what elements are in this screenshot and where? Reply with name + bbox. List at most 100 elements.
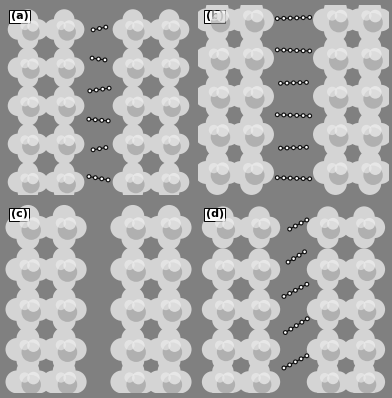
- Circle shape: [289, 114, 292, 117]
- Circle shape: [347, 8, 370, 31]
- Circle shape: [287, 226, 292, 232]
- Circle shape: [212, 227, 234, 248]
- Circle shape: [258, 373, 270, 384]
- Circle shape: [240, 74, 263, 97]
- Circle shape: [363, 127, 383, 147]
- Circle shape: [358, 375, 376, 394]
- Circle shape: [317, 328, 339, 350]
- Circle shape: [305, 219, 308, 221]
- Circle shape: [302, 249, 307, 254]
- Circle shape: [361, 49, 372, 59]
- Circle shape: [132, 338, 155, 361]
- Circle shape: [99, 118, 104, 123]
- Circle shape: [313, 123, 336, 146]
- Circle shape: [27, 339, 40, 352]
- Circle shape: [125, 135, 134, 144]
- Circle shape: [283, 295, 285, 298]
- Circle shape: [127, 262, 146, 282]
- Circle shape: [353, 349, 375, 371]
- Circle shape: [295, 324, 298, 327]
- Circle shape: [358, 134, 381, 157]
- Circle shape: [159, 144, 180, 164]
- Circle shape: [64, 299, 76, 312]
- Circle shape: [358, 96, 381, 119]
- Circle shape: [20, 21, 30, 30]
- Circle shape: [169, 338, 192, 361]
- Circle shape: [64, 216, 87, 239]
- Circle shape: [53, 349, 76, 372]
- Circle shape: [240, 36, 263, 59]
- Circle shape: [123, 47, 143, 68]
- Circle shape: [161, 218, 171, 228]
- Circle shape: [304, 353, 309, 358]
- Circle shape: [20, 59, 30, 68]
- Circle shape: [5, 258, 28, 281]
- Circle shape: [327, 87, 337, 97]
- Circle shape: [293, 224, 298, 228]
- Circle shape: [64, 259, 76, 272]
- Circle shape: [229, 123, 252, 146]
- Circle shape: [209, 10, 219, 21]
- Circle shape: [98, 147, 101, 150]
- Circle shape: [215, 219, 225, 228]
- Circle shape: [258, 260, 270, 272]
- Circle shape: [162, 174, 171, 183]
- Circle shape: [159, 162, 180, 182]
- Circle shape: [307, 113, 312, 118]
- Circle shape: [103, 25, 108, 29]
- Circle shape: [132, 19, 153, 40]
- Circle shape: [335, 48, 347, 60]
- Circle shape: [122, 287, 144, 310]
- Circle shape: [106, 119, 111, 123]
- Circle shape: [64, 298, 87, 321]
- Circle shape: [302, 114, 305, 117]
- Circle shape: [278, 146, 283, 151]
- Circle shape: [251, 48, 263, 60]
- Circle shape: [22, 375, 41, 394]
- Circle shape: [206, 74, 229, 97]
- Circle shape: [259, 339, 280, 360]
- Circle shape: [238, 339, 260, 360]
- Circle shape: [324, 36, 347, 59]
- Circle shape: [317, 349, 339, 371]
- Circle shape: [240, 58, 263, 80]
- Circle shape: [132, 134, 153, 154]
- Circle shape: [215, 373, 225, 382]
- Circle shape: [206, 20, 229, 42]
- Circle shape: [16, 269, 39, 292]
- Circle shape: [253, 343, 271, 361]
- Circle shape: [87, 88, 93, 94]
- Circle shape: [54, 29, 74, 50]
- Circle shape: [16, 309, 39, 332]
- Circle shape: [299, 320, 304, 325]
- Circle shape: [16, 205, 39, 228]
- Circle shape: [209, 163, 219, 173]
- Circle shape: [317, 289, 339, 310]
- Circle shape: [309, 16, 311, 19]
- Circle shape: [206, 58, 229, 80]
- Circle shape: [343, 371, 365, 393]
- Circle shape: [111, 338, 133, 361]
- Circle shape: [22, 23, 40, 41]
- Circle shape: [296, 49, 298, 52]
- Circle shape: [64, 97, 75, 108]
- Circle shape: [353, 206, 375, 228]
- Circle shape: [91, 57, 93, 59]
- Circle shape: [27, 173, 38, 184]
- Circle shape: [113, 96, 133, 116]
- Circle shape: [195, 123, 218, 146]
- Circle shape: [54, 67, 74, 88]
- Circle shape: [53, 269, 76, 292]
- Circle shape: [168, 259, 181, 272]
- Circle shape: [240, 172, 263, 195]
- Text: (a): (a): [11, 11, 29, 21]
- Circle shape: [238, 371, 260, 393]
- Circle shape: [122, 309, 144, 332]
- Circle shape: [353, 289, 375, 310]
- Circle shape: [20, 260, 30, 270]
- Circle shape: [251, 373, 261, 382]
- Circle shape: [327, 163, 337, 173]
- Circle shape: [251, 124, 263, 137]
- Circle shape: [56, 340, 66, 350]
- Circle shape: [27, 372, 40, 384]
